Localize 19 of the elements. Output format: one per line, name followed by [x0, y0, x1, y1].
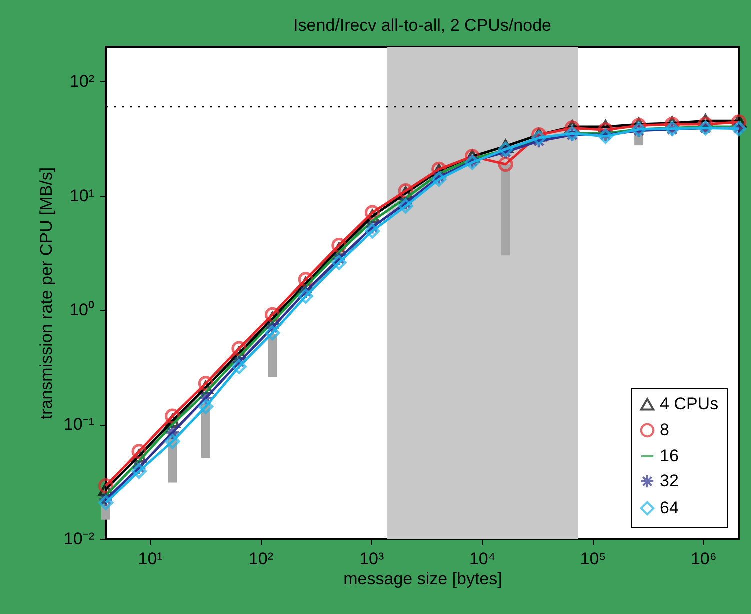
- legend-label: 16: [660, 446, 679, 466]
- y-tick-label: 10⁻¹: [64, 415, 95, 434]
- chart-title: Isend/Irecv all-to-all, 2 CPUs/node: [294, 16, 552, 35]
- y-tick-label: 10⁰: [70, 300, 94, 320]
- legend-label: 32: [660, 472, 679, 490]
- x-tick-label: 10⁶: [690, 550, 717, 568]
- legend-label: 64: [660, 498, 679, 518]
- x-tick-label: 10⁵: [580, 550, 606, 568]
- x-tick-label: 10⁴: [469, 550, 496, 568]
- legend-label: 8: [660, 420, 670, 440]
- legend-label: 4 CPUs: [660, 394, 719, 414]
- x-tick-label: 10²: [248, 550, 274, 568]
- x-axis-title: message size [bytes]: [344, 570, 502, 588]
- y-tick-label: 10¹: [70, 186, 95, 206]
- y-tick-label: 10⁻²: [64, 530, 95, 548]
- x-tick-label: 10¹: [138, 550, 164, 568]
- y-tick-label: 10²: [70, 72, 95, 91]
- y-axis-title: transmission rate per CPU [MB/s]: [36, 167, 56, 420]
- x-tick-label: 10³: [360, 550, 385, 568]
